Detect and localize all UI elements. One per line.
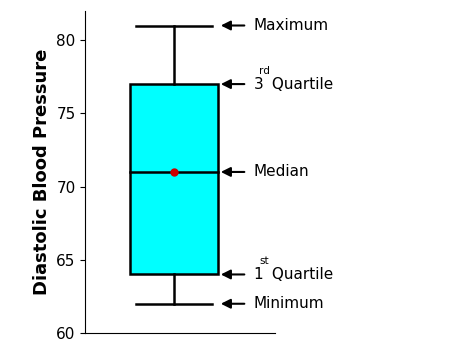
Text: Median: Median [254, 164, 309, 180]
Text: 3: 3 [254, 77, 263, 92]
Text: Minimum: Minimum [254, 296, 324, 311]
Text: Maximum: Maximum [254, 18, 328, 33]
Y-axis label: Diastolic Blood Pressure: Diastolic Blood Pressure [33, 49, 51, 295]
Text: 1: 1 [254, 267, 263, 282]
Text: rd: rd [259, 66, 270, 76]
Text: Quartile: Quartile [267, 267, 334, 282]
Text: Quartile: Quartile [267, 77, 334, 92]
Text: st: st [259, 256, 269, 266]
Bar [129, 84, 218, 274]
